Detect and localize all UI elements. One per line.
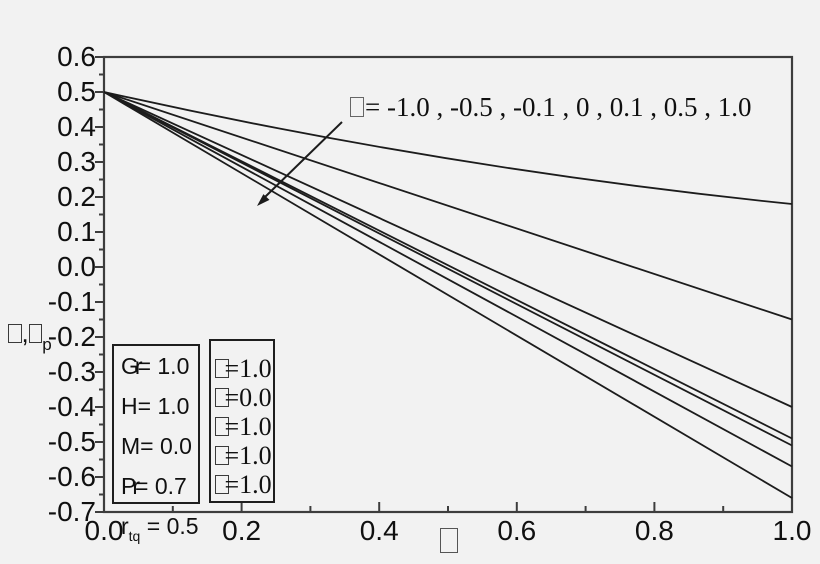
missing-glyph-box [215,474,229,495]
missing-glyph-box [8,323,22,344]
x-tick-label: 0.8 [634,515,674,546]
param-value: = 0.7 [135,473,187,499]
param-name: Gr [121,353,142,379]
y-tick-label: 0.1 [57,216,96,247]
param-name: M [121,433,141,459]
param-name: Pr [121,473,140,499]
missing-glyph-box [215,358,229,379]
parameter-box: Gr= 1.0 H= 1.0 M= 0.0 Pr= 0.7 rtq = 0.5 [112,344,200,544]
y-tick-label: -0.2 [47,321,96,352]
series-line [103,91,793,205]
param-row: rtq = 0.5 [121,511,199,551]
x-tick-label: 0.4 [359,515,399,546]
legend-row: =1.0 [215,441,273,470]
y-axis-title-subscript: p [42,335,52,354]
param-value: = 1.0 [137,393,190,419]
y-tick-label: -0.7 [47,496,96,527]
param-row: H= 1.0 [121,391,198,431]
x-tick-label: 0.0 [84,515,124,546]
legend-box: =1.0 =0.0 =1.0 =1.0 =1.0 [209,339,275,503]
param-row: Gr= 1.0 [121,351,198,391]
legend-row: =0.0 [215,383,273,412]
param-sub: tq [128,528,141,544]
series-line [103,91,793,321]
y-tick-label: -0.6 [47,461,96,492]
param-value: = 1.0 [137,353,190,379]
y-tick-label: 0.5 [57,76,96,107]
param-name: H [121,393,138,419]
legend-row: =1.0 [215,354,273,383]
missing-glyph-box [215,445,229,466]
y-tick-label: 0.2 [57,181,96,212]
y-axis-title: ,p [8,318,52,360]
y-tick-label: 0.4 [57,111,96,142]
y-axis-title-symbols: , [8,318,43,348]
x-axis-title-symbol [440,522,458,560]
series-line [103,91,793,408]
x-tick-label: 0.2 [222,515,262,546]
x-tick-label: 1.0 [772,515,812,546]
y-tick-label: 0.6 [57,41,96,72]
series-line [103,91,793,440]
lambda-values-annotation: = -1.0 , -0.5 , -0.1 , 0 , 0.1 , 0.5 , 1… [350,92,751,122]
y-tick-label: -0.3 [47,356,96,387]
y-tick-label: -0.1 [47,286,96,317]
y-tick-label: 0.3 [57,146,96,177]
series-line [103,91,793,468]
y-tick-label: -0.4 [47,391,96,422]
x-axis-title [440,524,458,558]
missing-glyph-box [350,97,365,118]
param-value: = 0.5 [140,513,199,539]
annotation-arrow [257,121,343,206]
series-curves [103,91,793,499]
y-tick-label: -0.5 [47,426,96,457]
param-row: Pr= 0.7 [121,471,198,511]
missing-glyph-box [440,528,458,554]
annotation-text: = -1.0 , -0.5 , -0.1 , 0 , 0.1 , 0.5 , 1… [350,92,751,122]
missing-glyph-box [215,387,229,408]
param-value: = 0.0 [140,433,192,459]
series-line [103,91,793,499]
axis-ticks [95,56,793,513]
legend-row: =1.0 [215,412,273,441]
y-tick-label: 0.0 [57,251,96,282]
param-row: M= 0.0 [121,431,198,471]
missing-glyph-box [215,416,229,437]
series-line [103,91,793,447]
arrow-head-icon [257,194,270,206]
param-name: r [121,513,129,539]
arrow-shaft [264,121,343,198]
legend-row: =1.0 [215,470,273,499]
missing-glyph-box [28,323,43,344]
x-tick-label: 0.6 [497,515,537,546]
